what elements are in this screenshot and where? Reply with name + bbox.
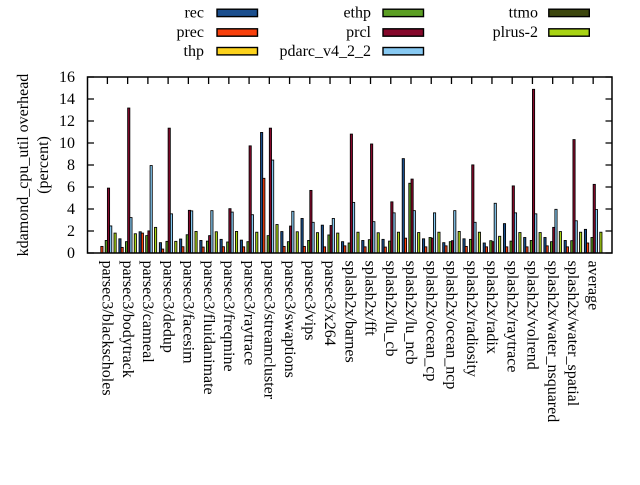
svg-text:average: average: [584, 261, 601, 311]
svg-text:16: 16: [59, 69, 75, 86]
svg-text:prcl: prcl: [346, 24, 371, 41]
svg-text:4: 4: [67, 201, 75, 218]
svg-text:parsec3/x264: parsec3/x264: [321, 261, 338, 346]
svg-text:splash2x/lu_ncb: splash2x/lu_ncb: [402, 261, 419, 365]
svg-text:parsec3/swaptions: parsec3/swaptions: [281, 261, 298, 378]
svg-text:6: 6: [67, 179, 75, 196]
svg-text:splash2x/barnes: splash2x/barnes: [341, 261, 358, 363]
svg-text:ethp: ethp: [343, 5, 371, 22]
svg-text:2: 2: [67, 223, 75, 240]
svg-text:splash2x/water_nsquared: splash2x/water_nsquared: [544, 261, 561, 423]
svg-text:kdamond_cpu_util overhead: kdamond_cpu_util overhead: [15, 74, 32, 257]
svg-text:10: 10: [59, 135, 75, 152]
svg-text:splash2x/raytrace: splash2x/raytrace: [503, 261, 520, 373]
svg-text:splash2x/radiosity: splash2x/radiosity: [463, 261, 480, 377]
svg-text:parsec3/freqmine: parsec3/freqmine: [220, 261, 237, 372]
svg-text:parsec3/canneal: parsec3/canneal: [139, 261, 156, 364]
svg-text:parsec3/vips: parsec3/vips: [301, 261, 318, 341]
svg-text:splash2x/ocean_cp: splash2x/ocean_cp: [422, 261, 439, 382]
svg-text:splash2x/radix: splash2x/radix: [483, 261, 500, 354]
svg-text:splash2x/fft: splash2x/fft: [362, 261, 379, 337]
svg-text:prec: prec: [176, 24, 204, 41]
svg-text:splash2x/volrend: splash2x/volrend: [524, 261, 541, 370]
svg-text:parsec3/bodytrack: parsec3/bodytrack: [119, 261, 136, 378]
svg-text:14: 14: [59, 91, 75, 108]
svg-text:thp: thp: [184, 43, 204, 60]
svg-text:parsec3/facesim: parsec3/facesim: [180, 261, 197, 365]
svg-text:parsec3/fluidanimate: parsec3/fluidanimate: [200, 261, 217, 395]
svg-text:splash2x/water_spatial: splash2x/water_spatial: [564, 261, 581, 407]
svg-text:parsec3/dedup: parsec3/dedup: [159, 261, 176, 353]
svg-text:parsec3/raytrace: parsec3/raytrace: [240, 261, 257, 366]
svg-text:parsec3/blackscholes: parsec3/blackscholes: [99, 261, 116, 396]
svg-text:8: 8: [67, 157, 75, 174]
svg-text:splash2x/ocean_ncp: splash2x/ocean_ncp: [443, 261, 460, 390]
svg-text:12: 12: [59, 113, 75, 130]
svg-text:plrus-2: plrus-2: [493, 24, 538, 41]
svg-text:(percent): (percent): [35, 136, 52, 194]
svg-text:parsec3/streamcluster: parsec3/streamcluster: [261, 261, 278, 400]
svg-text:ttmo: ttmo: [509, 5, 538, 22]
svg-text:rec: rec: [184, 5, 204, 22]
svg-text:pdarc_v4_2_2: pdarc_v4_2_2: [279, 43, 371, 60]
svg-text:0: 0: [67, 245, 75, 262]
svg-text:splash2x/lu_cb: splash2x/lu_cb: [382, 261, 399, 357]
